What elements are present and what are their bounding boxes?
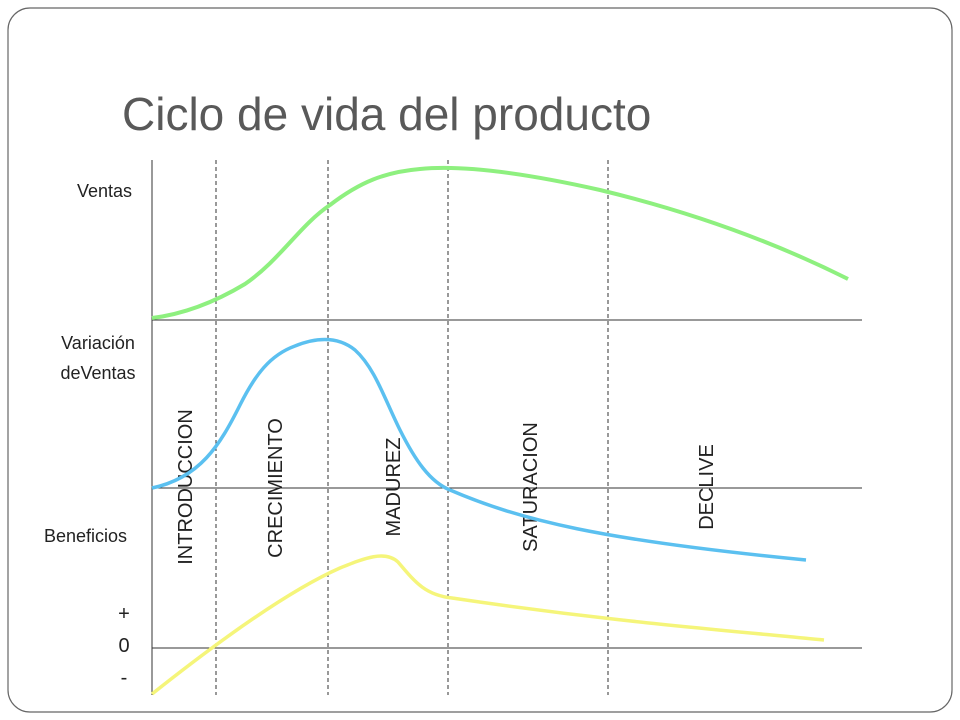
sales-variation-curve <box>151 337 807 562</box>
row-label: Ventas <box>77 181 132 201</box>
profit-curve <box>150 554 825 696</box>
stage-label: MADUREZ <box>383 438 405 537</box>
level-label: - <box>121 667 128 689</box>
level-labels: + 0 - <box>118 603 130 689</box>
stage-label: INTRODUCCION <box>175 409 197 565</box>
stage-label: SATURACION <box>520 422 542 552</box>
title: Ciclo de vida del producto <box>122 88 651 140</box>
row-label: deVentas <box>60 363 135 383</box>
stage-label: DECLIVE <box>696 444 718 530</box>
sales-curve <box>151 165 849 320</box>
stage-labels: INTRODUCCION CRECIMIENTO MADUREZ SATURAC… <box>175 409 718 565</box>
level-label: + <box>118 603 130 625</box>
axes <box>151 160 862 695</box>
level-label: 0 <box>118 635 129 657</box>
stage-label: CRECIMIENTO <box>265 418 287 558</box>
row-label: Variación <box>61 333 135 353</box>
slide-frame <box>7 7 953 713</box>
stage-dividers <box>215 160 609 695</box>
row-labels: Ventas Variación deVentas Beneficios <box>44 181 136 546</box>
row-label: Beneficios <box>44 526 127 546</box>
